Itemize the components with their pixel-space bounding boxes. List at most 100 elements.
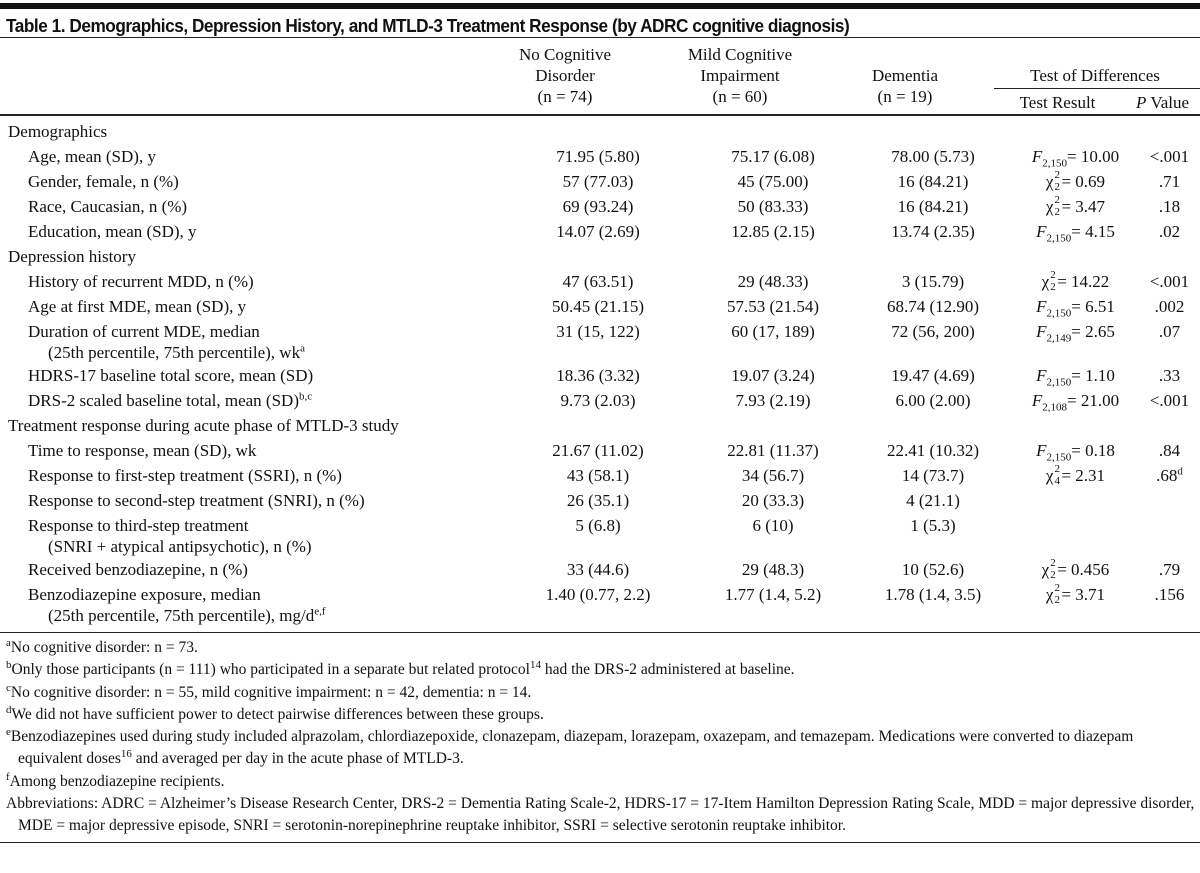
value-cell: 21.67 (11.02)	[552, 441, 644, 460]
statistic-symbol: F	[1036, 222, 1047, 241]
test-result-cell	[1008, 513, 1143, 557]
p-value: .68	[1156, 466, 1178, 485]
statistic-value: = 3.71	[1061, 585, 1106, 604]
table-row: Age at first MDE, mean (SD), y 50.45 (21.…	[0, 294, 1200, 319]
col-header-p-value: P Value	[1125, 92, 1200, 113]
row-label: Received benzodiazepine, n (%)	[0, 557, 508, 582]
table-row: Age, mean (SD), y 71.95 (5.80) 75.17 (6.08…	[0, 144, 1200, 169]
statistic-sup: 2	[1054, 194, 1060, 206]
footnote-text-2: had the DRS-2 administered at baseline.	[541, 661, 795, 679]
value-cell: 18.36 (3.32)	[556, 366, 640, 385]
value-cell: 57 (77.03)	[562, 172, 634, 191]
value-cell: 14 (73.7)	[901, 466, 965, 485]
test-result-cell: χ 2 2 = 0.69	[1008, 169, 1143, 194]
row-label: Time to response, mean (SD), wk	[0, 438, 508, 463]
section-heading: Depression history	[8, 247, 136, 266]
value-cell: 29 (48.3)	[741, 560, 805, 579]
footnote-text: No cognitive disorder: n = 73.	[10, 639, 198, 656]
statistic-symbol: F	[1036, 322, 1047, 341]
table-row: Time to response, mean (SD), wk 21.67 (11…	[0, 438, 1200, 463]
p-value: .71	[1158, 172, 1181, 191]
statistic-value: = 0.456	[1057, 560, 1110, 579]
statistic-symbol: χ	[1045, 197, 1054, 216]
p-value: <.001	[1149, 147, 1190, 166]
value-cell: 1.78 (1.4, 3.5)	[884, 585, 982, 604]
p-value-cell: .33	[1143, 363, 1200, 388]
row-label: DRS-2 scaled baseline total, mean (SD)b,…	[0, 388, 508, 413]
statistic-sub: 2,150	[1046, 376, 1072, 389]
statistic-value: = 6.51	[1071, 297, 1115, 316]
label-text: History of recurrent MDD, n (%)	[28, 272, 254, 291]
statistic-sub: 2	[1054, 181, 1060, 193]
statistic-value: = 0.69	[1061, 172, 1106, 191]
value-cell: 1.40 (0.77, 2.2)	[545, 585, 651, 604]
row-label: Race, Caucasian, n (%)	[0, 194, 508, 219]
p-value-cell: .02	[1143, 219, 1200, 244]
value-cell: 7.93 (2.19)	[735, 391, 811, 410]
value-cell: 26 (35.1)	[566, 491, 630, 510]
footnote-text: Only those participants (n = 111) who pa…	[11, 661, 531, 679]
test-result-cell: F2,149= 2.65	[1008, 319, 1143, 363]
footnote-text-2: and averaged per day in the acute phase …	[131, 750, 464, 768]
statistic-sub: 2	[1050, 569, 1056, 581]
footnote-a: aNo cognitive disorder: n = 73.	[6, 637, 1196, 659]
test-result-cell: F2,150= 1.10	[1008, 363, 1143, 388]
p-value-cell: .84	[1143, 438, 1200, 463]
test-result-cell: χ 2 2 = 0.456	[1008, 557, 1143, 582]
reference-number: 16	[120, 748, 132, 761]
value-cell: 12.85 (2.15)	[731, 222, 815, 241]
statistic-sup: 2	[1050, 557, 1056, 569]
test-result-cell: χ 2 2 = 3.71	[1008, 582, 1143, 626]
p-value: .18	[1158, 197, 1181, 216]
label-text: Race, Caucasian, n (%)	[28, 197, 188, 216]
p-value-cell: .68d	[1143, 463, 1200, 488]
statistic-symbol: F	[1036, 297, 1047, 316]
statistic-value: = 2.65	[1071, 322, 1115, 341]
header-line: (n = 19)	[877, 87, 933, 106]
label-continuation: (SNRI + atypical antipsychotic), n (%)	[28, 536, 508, 557]
footnote-text: Benzodiazepines used during study includ…	[10, 728, 1134, 768]
footnote-mark: a	[6, 636, 11, 649]
table-row: Response to first-step treatment (SSRI),…	[0, 463, 1200, 488]
p-value: .33	[1158, 366, 1181, 385]
body-rule	[0, 632, 1200, 633]
value-cell: 50 (83.33)	[737, 197, 809, 216]
value-cell: 22.81 (11.37)	[727, 441, 819, 460]
row-label: Response to second-step treatment (SNRI)…	[0, 488, 508, 513]
group-rule	[994, 88, 1200, 89]
statistic-sub: 2,150	[1046, 232, 1072, 245]
test-result-cell: χ 2 2 = 14.22	[1008, 269, 1143, 294]
value-cell: 69 (93.24)	[562, 197, 634, 216]
footnote-text: Among benzodiazepine recipients.	[9, 772, 225, 790]
statistic-sub: 2,108	[1042, 401, 1068, 414]
table-title: Table 1. Demographics, Depression Histor…	[6, 15, 850, 36]
p-value-cell: .07	[1143, 319, 1200, 363]
p-value-cell: .71	[1143, 169, 1200, 194]
abbreviations: Abbreviations: ADRC = Alzheimer’s Diseas…	[6, 795, 1195, 835]
footnote-mark: d	[6, 703, 12, 716]
table-row: Response to third-step treatment (SNRI + …	[0, 513, 1200, 557]
bottom-rule	[0, 841, 1200, 843]
footnote-ref: a	[300, 342, 305, 355]
value-cell: 13.74 (2.35)	[891, 222, 975, 241]
p-value: .07	[1158, 322, 1181, 341]
statistic-sup: 2	[1054, 582, 1060, 594]
test-result-cell: F2,108= 21.00	[1008, 388, 1143, 413]
statistic-sub: 2,149	[1046, 332, 1072, 345]
value-cell: 1 (5.3)	[910, 516, 956, 535]
label-text: Duration of current MDE, median	[28, 322, 260, 341]
statistic-value: = 10.00	[1067, 147, 1120, 166]
value-cell: 3 (15.79)	[901, 272, 965, 291]
value-cell: 47 (63.51)	[562, 272, 634, 291]
table-row: Received benzodiazepine, n (%) 33 (44.6) 2…	[0, 557, 1200, 582]
statistic-sup: 2	[1050, 269, 1056, 281]
p-label: Value	[1150, 93, 1190, 112]
table-row: Gender, female, n (%) 57 (77.03) 45 (75.00…	[0, 169, 1200, 194]
label-text: Age, mean (SD), y	[28, 147, 156, 166]
value-cell: 34 (56.7)	[741, 466, 805, 485]
header-line: Disorder	[535, 66, 595, 85]
